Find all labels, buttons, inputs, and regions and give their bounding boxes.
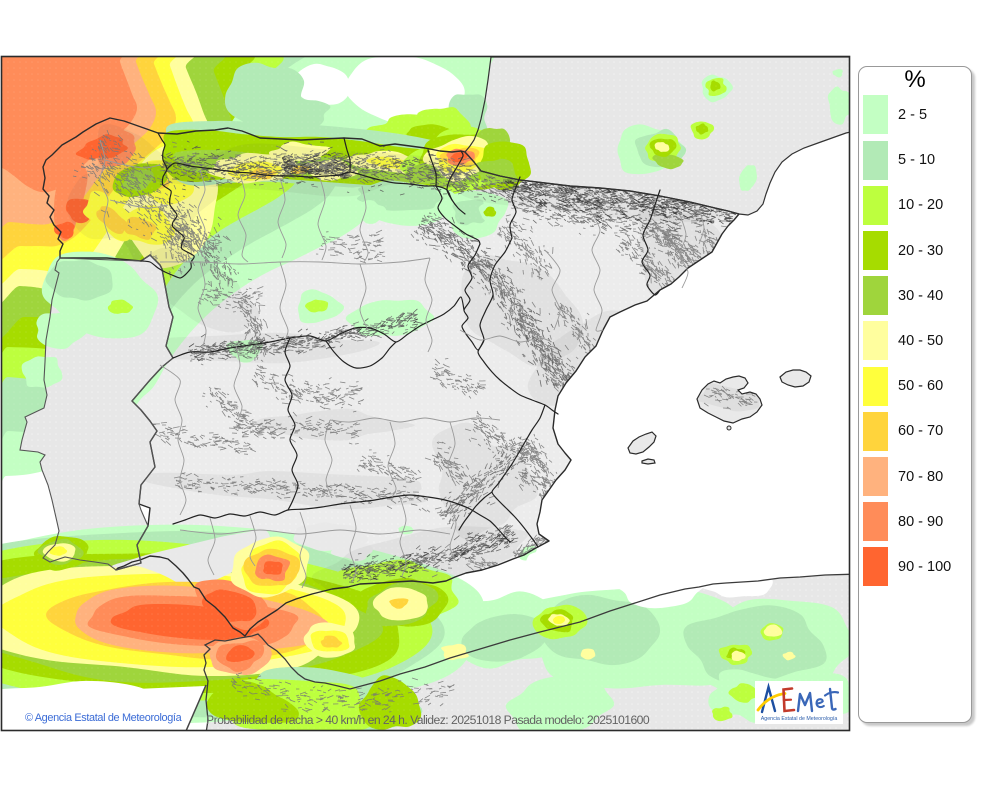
svg-text:Agencia Estatal de Meteorologí: Agencia Estatal de Meteorología xyxy=(761,716,838,722)
